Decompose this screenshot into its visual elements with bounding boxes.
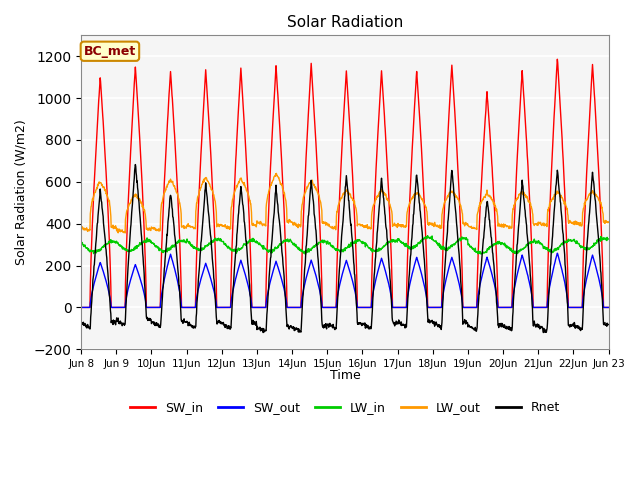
Rnet xyxy=(540,330,547,336)
LW_out xyxy=(427,220,435,226)
LW_in xyxy=(77,240,85,245)
SW_out xyxy=(554,251,561,256)
LW_out xyxy=(496,223,504,228)
X-axis label: Time: Time xyxy=(330,369,360,382)
Line: SW_in: SW_in xyxy=(81,59,608,307)
Line: Rnet: Rnet xyxy=(81,165,608,333)
LW_in xyxy=(424,233,431,239)
SW_out xyxy=(495,304,503,310)
LW_in xyxy=(301,252,309,257)
LW_out xyxy=(273,170,280,176)
Rnet xyxy=(543,329,550,335)
LW_out xyxy=(182,225,189,231)
SW_out xyxy=(253,304,261,310)
SW_in xyxy=(554,56,561,62)
SW_in xyxy=(195,205,202,211)
Rnet xyxy=(195,273,203,278)
SW_out xyxy=(77,304,85,310)
Text: BC_met: BC_met xyxy=(84,45,136,58)
Rnet xyxy=(182,319,189,325)
LW_out xyxy=(604,219,612,225)
LW_in xyxy=(604,236,612,242)
Line: LW_out: LW_out xyxy=(81,173,608,233)
SW_in xyxy=(182,304,189,310)
Line: SW_out: SW_out xyxy=(81,253,608,307)
SW_in xyxy=(495,304,503,310)
Rnet xyxy=(254,325,262,331)
Rnet xyxy=(427,318,435,324)
Rnet xyxy=(77,320,85,325)
LW_out xyxy=(77,225,85,230)
LW_in xyxy=(195,245,202,251)
Rnet xyxy=(132,162,140,168)
SW_in xyxy=(253,304,261,310)
Y-axis label: Solar Radiation (W/m2): Solar Radiation (W/m2) xyxy=(15,120,28,265)
LW_out xyxy=(195,192,203,198)
LW_out xyxy=(121,230,129,236)
Rnet xyxy=(604,322,612,327)
SW_in xyxy=(77,304,85,310)
LW_in xyxy=(496,240,504,246)
SW_in xyxy=(604,304,612,310)
SW_out xyxy=(542,304,550,310)
SW_in xyxy=(426,304,434,310)
Line: LW_in: LW_in xyxy=(81,236,608,254)
LW_out xyxy=(254,219,262,225)
LW_in xyxy=(427,235,435,240)
LW_in xyxy=(543,246,550,252)
SW_out xyxy=(195,286,202,292)
SW_in xyxy=(542,304,550,310)
SW_out xyxy=(182,304,189,310)
SW_out xyxy=(604,304,612,310)
Rnet xyxy=(495,322,503,327)
LW_in xyxy=(182,239,189,245)
LW_out xyxy=(543,221,550,227)
Legend: SW_in, SW_out, LW_in, LW_out, Rnet: SW_in, SW_out, LW_in, LW_out, Rnet xyxy=(125,396,565,420)
LW_in xyxy=(253,239,261,245)
SW_out xyxy=(426,304,434,310)
Title: Solar Radiation: Solar Radiation xyxy=(287,15,403,30)
